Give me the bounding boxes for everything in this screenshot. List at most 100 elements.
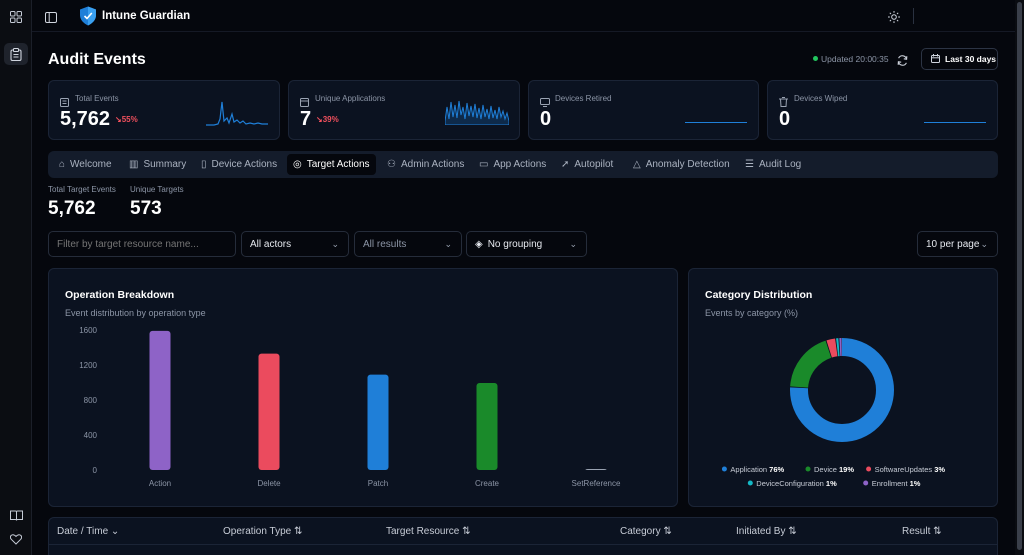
stat-value: 5,762 <box>60 108 111 130</box>
tab-admin-actions[interactable]: ⚇ Admin Actions <box>381 154 470 175</box>
results-select[interactable]: All results ⌄ <box>354 231 462 257</box>
table-header-date[interactable]: Date / Time ⌄ <box>57 526 119 537</box>
per-page-select[interactable]: 10 per page ⌄ <box>917 231 998 257</box>
table-header-result[interactable]: Result ⇅ <box>902 526 942 537</box>
scrollbar[interactable] <box>1015 0 1024 555</box>
slice-application[interactable] <box>790 338 894 442</box>
shield-logo-icon <box>79 6 97 31</box>
heart-icon[interactable] <box>8 531 24 547</box>
y-tick-label: 800 <box>84 396 98 405</box>
grouping-select[interactable]: ◈ No grouping ⌄ <box>466 231 587 257</box>
table-header-divider <box>48 544 998 545</box>
theme-sun-icon[interactable] <box>888 10 900 28</box>
sparkline-unique-applications <box>445 100 509 125</box>
bar-action[interactable] <box>149 330 171 470</box>
table-header-category[interactable]: Category ⇅ <box>620 526 672 537</box>
updated-timestamp: Updated 20:00:35 <box>821 54 889 64</box>
bar-chart-icon: ▥ <box>129 159 139 170</box>
refresh-icon[interactable] <box>897 53 908 71</box>
chart-subtitle: Event distribution by operation type <box>65 308 206 318</box>
tab-device-actions[interactable]: ▯ Device Actions <box>195 154 283 175</box>
warning-icon: △ <box>633 159 641 170</box>
book-icon[interactable] <box>8 507 24 523</box>
tab-label: Device Actions <box>211 159 278 170</box>
stat-delta-value: 55% <box>121 115 138 124</box>
target-resource-search-input[interactable] <box>48 231 236 257</box>
header-label: Initiated By <box>736 526 786 537</box>
table-header-target-resource[interactable]: Target Resource ⇅ <box>386 526 471 537</box>
sort-icon: ⇅ <box>788 526 797 537</box>
legend-swatch <box>863 480 869 486</box>
legend-value: 1% <box>826 479 837 488</box>
users-icon: ⚇ <box>387 159 396 170</box>
tab-app-actions[interactable]: ▭ App Actions <box>473 154 552 175</box>
legend-label: Application 76% <box>730 465 784 474</box>
tab-label: Audit Log <box>758 159 802 170</box>
log-icon: ☰ <box>745 159 754 170</box>
header-label: Target Resource <box>386 526 460 537</box>
sort-desc-icon: ⌄ <box>110 526 120 537</box>
page-title: Audit Events <box>48 51 146 68</box>
grouping-select-value: No grouping <box>487 238 543 250</box>
tab-label: Admin Actions <box>400 159 465 170</box>
sparkline-devices-wiped <box>924 122 986 123</box>
sidebar-toggle-icon[interactable] <box>45 10 57 28</box>
stat-label: Total Events <box>75 94 119 103</box>
tab-autopilot[interactable]: ➚ Autopilot <box>555 154 619 175</box>
calendar-icon <box>931 53 940 65</box>
stat-card-total-events: Total Events 5,762 ↘55% <box>48 80 280 140</box>
legend-label: Device 19% <box>814 465 854 474</box>
date-range-label: Last 30 days <box>945 54 997 64</box>
actors-select-value: All actors <box>250 238 292 250</box>
category-distribution-card: Category Distribution Events by category… <box>688 268 998 507</box>
bar-setreference[interactable] <box>585 469 607 470</box>
legend-swatch <box>747 480 753 486</box>
x-tick-label: Action <box>149 479 171 488</box>
stat-label: Devices Wiped <box>794 94 848 103</box>
trash-icon <box>779 94 788 112</box>
tab-bar: ⌂ Welcome ▥ Summary ▯ Device Actions ◎ Targe… <box>48 151 998 178</box>
tab-anomaly-detection[interactable]: △ Anomaly Detection <box>627 154 736 175</box>
tab-audit-log[interactable]: ☰ Audit Log <box>739 154 807 175</box>
actors-select[interactable]: All actors ⌄ <box>241 231 349 257</box>
operation-breakdown-card: Operation Breakdown Event distribution b… <box>48 268 678 507</box>
date-range-button[interactable]: Last 30 days <box>921 48 998 70</box>
status-dot <box>813 56 818 61</box>
stat-card-devices-retired: Devices Retired 0 <box>528 80 759 140</box>
sort-icon: ⇅ <box>293 526 303 537</box>
tab-label: Target Actions <box>306 159 370 170</box>
legend-value: 76% <box>769 465 784 474</box>
stat-value: 7 <box>300 108 312 130</box>
apps-grid-icon[interactable] <box>8 9 24 25</box>
stat-card-devices-wiped: Devices Wiped 0 <box>767 80 998 140</box>
bar-patch[interactable] <box>367 374 389 470</box>
clipboard-icon[interactable] <box>4 43 28 65</box>
sort-icon: ⇅ <box>663 526 672 537</box>
stat-value: 0 <box>779 108 791 130</box>
tab-label: Summary <box>143 159 187 170</box>
header-label: Category <box>620 526 661 537</box>
bar-create[interactable] <box>476 382 498 470</box>
tab-target-actions[interactable]: ◎ Target Actions <box>287 154 376 175</box>
x-tick-label: Patch <box>368 479 388 488</box>
device-icon: ▯ <box>201 159 207 170</box>
tab-summary[interactable]: ▥ Summary <box>123 154 192 175</box>
total-target-events-label: Total Target Events <box>48 185 116 194</box>
stat-delta: ↘39% <box>316 115 339 124</box>
x-tick-label: SetReference <box>572 479 621 488</box>
table-header-initiated-by[interactable]: Initiated By ⇅ <box>736 526 797 537</box>
y-tick-label: 0 <box>93 466 98 475</box>
top-bar: Intune Guardian <box>32 0 1015 32</box>
legend-label: Enrollment 1% <box>872 479 921 488</box>
tab-welcome[interactable]: ⌂ Welcome <box>53 154 118 175</box>
tab-label: Anomaly Detection <box>645 159 730 170</box>
stat-delta: ↘55% <box>115 115 138 124</box>
scrollbar-thumb[interactable] <box>1017 2 1022 550</box>
monitor-icon <box>540 94 550 112</box>
bar-delete[interactable] <box>258 353 280 470</box>
legend-swatch <box>721 466 727 472</box>
legend-value: 19% <box>839 465 854 474</box>
side-rail <box>0 0 32 555</box>
table-header-operation-type[interactable]: Operation Type ⇅ <box>223 526 302 537</box>
events-table <box>48 517 998 555</box>
